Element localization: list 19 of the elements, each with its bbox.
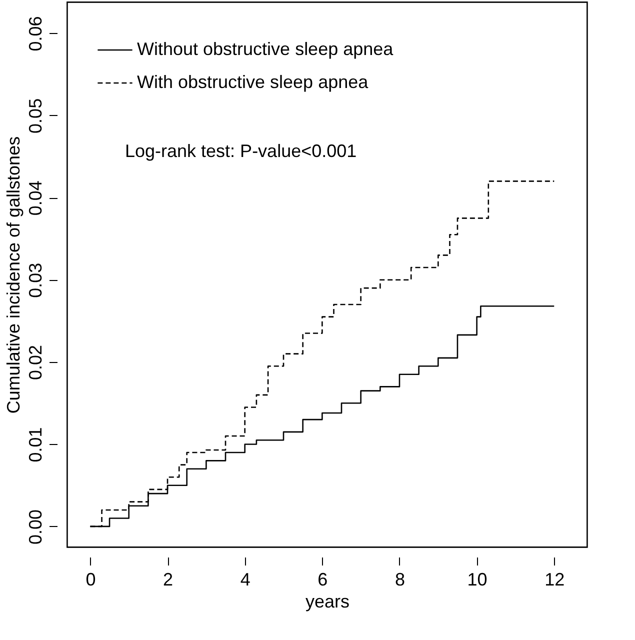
x-tick-label: 0 [86,570,96,590]
x-tick-label: 6 [318,570,328,590]
legend-label: Without obstructive sleep apnea [137,39,394,59]
x-tick-label: 12 [544,570,565,590]
y-tick-label: 0.06 [26,16,46,52]
annotation: Log-rank test: P-value<0.001 [125,141,357,161]
x-tick-label: 8 [394,570,405,590]
y-tick-label: 0.02 [26,345,46,380]
legend-label: With obstructive sleep apnea [137,72,370,92]
y-tick-label: 0.01 [26,427,46,462]
y-tick-label: 0.05 [26,98,46,134]
x-tick-label: 2 [163,570,174,590]
y-tick-label: 0.04 [26,180,46,216]
x-axis-title: years [305,592,350,612]
y-tick-label: 0.00 [26,509,46,544]
y-axis-title: Cumulative incidence of gallstones [4,136,24,414]
x-tick-label: 10 [467,570,488,590]
y-tick-label: 0.03 [26,262,46,298]
x-tick-label: 4 [240,570,250,590]
